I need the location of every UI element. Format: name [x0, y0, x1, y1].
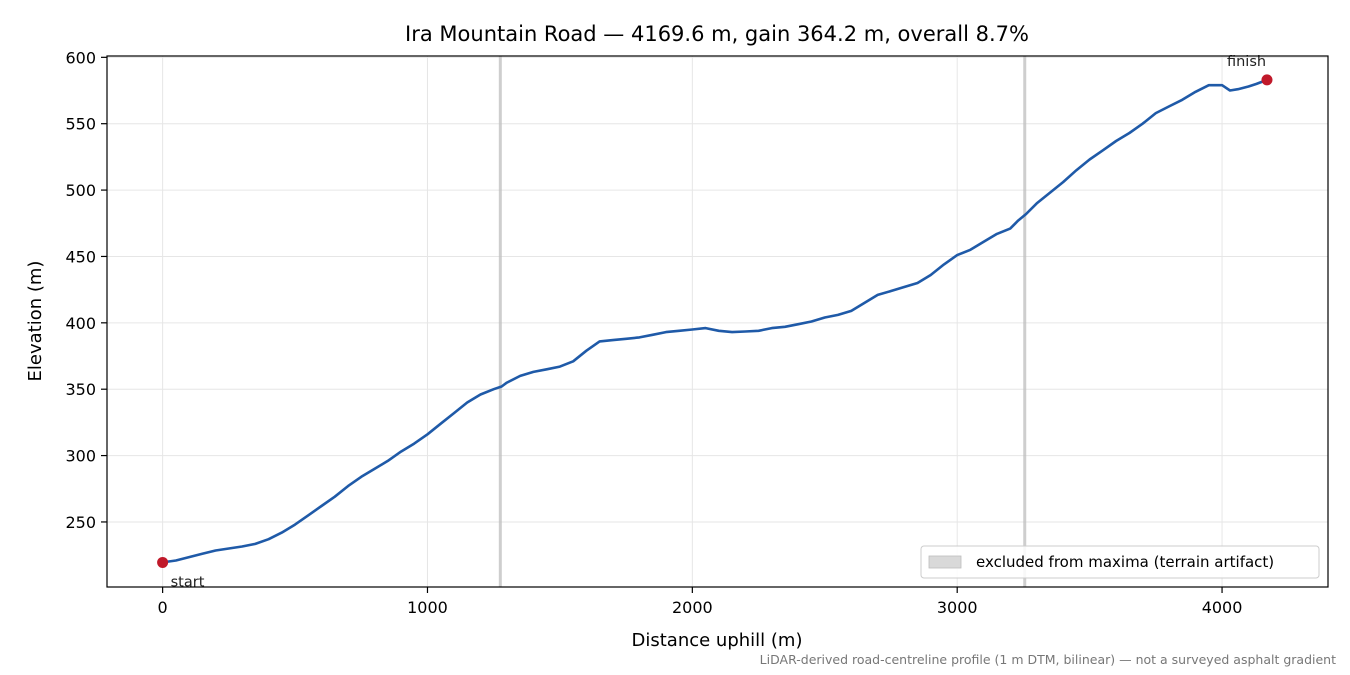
- x-tick-label: 4000: [1202, 598, 1243, 617]
- x-tick-label: 1000: [407, 598, 448, 617]
- marker-finish: [1261, 74, 1273, 86]
- y-tick-label: 300: [65, 447, 96, 466]
- legend-label-excluded: excluded from maxima (terrain artifact): [976, 553, 1274, 571]
- x-axis-ticks: 0 1000 2000 3000 4000: [158, 587, 1243, 617]
- x-axis-label: Distance uphill (m): [632, 630, 803, 651]
- grid-lines: [107, 56, 1328, 587]
- y-tick-label: 350: [65, 380, 96, 399]
- endpoint-markers: start finish: [157, 54, 1273, 590]
- y-tick-label: 400: [65, 314, 96, 333]
- y-tick-label: 600: [65, 48, 96, 67]
- x-tick-label: 3000: [937, 598, 978, 617]
- chart-title: Ira Mountain Road — 4169.6 m, gain 364.2…: [405, 22, 1029, 46]
- plot-frame: [106, 55, 1329, 588]
- y-tick-label: 500: [65, 181, 96, 200]
- annotation-finish: finish: [1227, 54, 1266, 70]
- excluded-bands: [498, 56, 1027, 587]
- legend: excluded from maxima (terrain artifact): [920, 545, 1320, 579]
- y-axis-label: Elevation (m): [25, 261, 46, 382]
- y-axis-ticks: 250 300 350 400 450 500 550 600: [65, 48, 107, 532]
- y-tick-label: 250: [65, 513, 96, 532]
- marker-start: [157, 556, 169, 568]
- y-tick-label: 550: [65, 115, 96, 134]
- legend-box: [920, 545, 1320, 579]
- footnote: LiDAR-derived road-centreline profile (1…: [760, 652, 1336, 667]
- annotation-start: start: [171, 574, 205, 590]
- x-tick-label: 0: [158, 598, 168, 617]
- y-tick-label: 450: [65, 247, 96, 266]
- x-tick-label: 2000: [672, 598, 713, 617]
- elevation-line: [162, 78, 1268, 564]
- legend-swatch-excluded: [928, 555, 962, 569]
